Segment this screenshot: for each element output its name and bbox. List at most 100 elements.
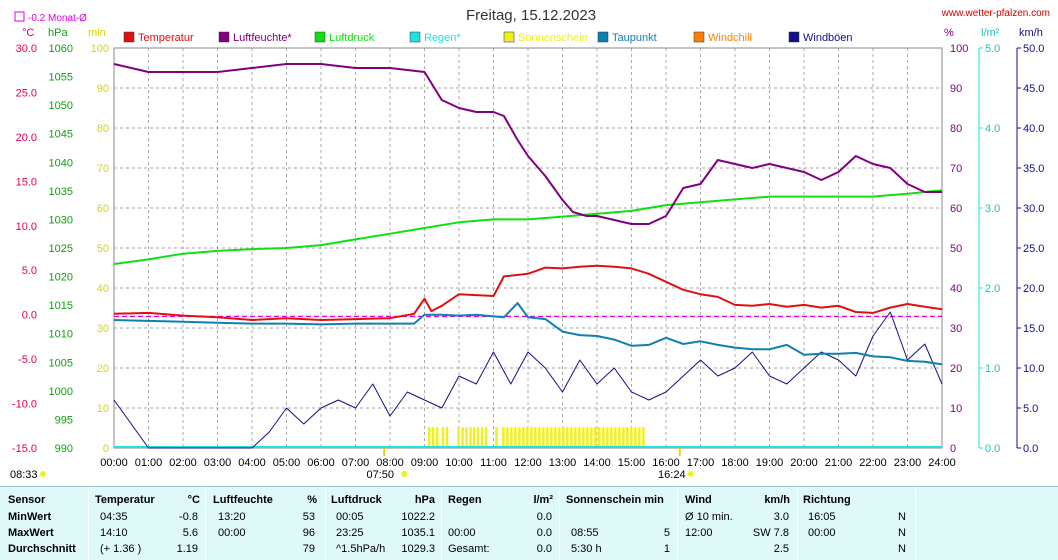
dir-val: N [898, 511, 906, 523]
hum-time: 00:00 [218, 527, 246, 539]
humidity-tick: 30 [950, 323, 962, 335]
header-hum: Luftfeuchte [213, 494, 273, 506]
source-link[interactable]: www.wetter-pfalzen.com [941, 8, 1050, 19]
hum-time: 13:20 [218, 511, 246, 523]
pressure-tick: 1005 [49, 357, 73, 369]
press-time: 00:05 [336, 511, 364, 523]
sunshine-bar [574, 427, 577, 447]
sunshine-bar [530, 427, 533, 447]
dir-time: 00:00 [808, 527, 836, 539]
sun-val: 5 [663, 527, 670, 539]
pressure-tick: 1020 [49, 272, 73, 284]
x-tick: 00:00 [100, 457, 128, 469]
sunshine-bar [578, 427, 581, 447]
temp-val: -0.8 [179, 511, 198, 523]
wind-tick: 10.0 [1023, 363, 1044, 375]
dir-time: 16:05 [808, 511, 836, 523]
sunshine-bar [602, 427, 605, 447]
sunshine-bar [570, 427, 573, 447]
header-temp: Temperatur [95, 494, 155, 506]
table-column-divider [325, 487, 326, 560]
sunshine-bar [582, 427, 585, 447]
sunshine-bar [590, 427, 593, 447]
sunshine-bar [586, 427, 589, 447]
humidity-tick: 80 [950, 123, 962, 135]
temp-tick: 25.0 [16, 87, 37, 99]
wind-tick: 40.0 [1023, 123, 1044, 135]
rain-tick: 3.0 [985, 203, 1000, 215]
x-tick: 03:00 [204, 457, 232, 469]
press-time: ^1.5hPa/h [336, 543, 386, 555]
sun-tick: 20 [97, 363, 109, 375]
press-time: 23:25 [336, 527, 364, 539]
row-label: MaxWert [8, 527, 54, 539]
temp-tick: 5.0 [22, 265, 37, 277]
sunshine-bar [472, 427, 476, 447]
rain-val: 0.0 [536, 527, 552, 539]
wind-tick: 50.0 [1023, 43, 1044, 55]
x-tick: 20:00 [790, 457, 818, 469]
rain-unit: l/m² [981, 27, 1000, 39]
temp-time: 14:10 [100, 527, 128, 539]
pressure-tick: 990 [55, 443, 73, 455]
wind-unit: km/h [1019, 27, 1043, 39]
wind-val: 3.0 [773, 511, 789, 523]
legend-swatch [597, 31, 609, 43]
legend-swatch [693, 31, 705, 43]
sunshine-bar [614, 427, 617, 447]
sunshine-bar [606, 427, 609, 447]
sunshine-bar [634, 427, 637, 447]
sunshine-bar [534, 427, 537, 447]
x-tick: 04:00 [238, 457, 266, 469]
sunrise-icon [401, 471, 408, 477]
sunshine-bar [598, 427, 601, 447]
table-column-divider [797, 487, 798, 560]
humidity-tick: 70 [950, 163, 962, 175]
wind-tick: 25.0 [1023, 243, 1044, 255]
x-tick: 11:00 [480, 457, 507, 469]
x-tick: 12:00 [514, 457, 542, 469]
sunshine-bar [538, 427, 541, 447]
humidity-tick: 10 [950, 403, 962, 415]
wind-tick: 5.0 [1023, 403, 1038, 415]
x-tick: 09:00 [411, 457, 439, 469]
sun-tick: 0 [103, 443, 109, 455]
x-tick: 06:00 [307, 457, 335, 469]
sun-tick: 40 [97, 283, 109, 295]
temp-tick: 15.0 [16, 176, 37, 188]
wind-tick: 20.0 [1023, 283, 1044, 295]
legend-swatch [409, 31, 421, 43]
temp-val: 5.6 [182, 527, 198, 539]
sun-tick: 50 [97, 243, 109, 255]
sunshine-bar [480, 427, 484, 447]
legend-label: Luftfeuchte* [233, 32, 292, 44]
sunshine-bar [427, 427, 431, 447]
hum-val: 79 [302, 543, 315, 555]
summary-table: Sensor Temperatur °C Luftfeuchte% Luftdruck h… [0, 486, 1058, 560]
legend-label: Regen* [424, 32, 461, 44]
month-mean-marker-icon [14, 11, 25, 22]
header-rain: Regen [448, 494, 482, 506]
temp-tick: 10.0 [16, 221, 37, 233]
header-press: Luftdruck [331, 494, 382, 506]
temp-tick: 20.0 [16, 132, 37, 144]
humidity-tick: 50 [950, 243, 962, 255]
temp-val: 1.19 [176, 543, 198, 555]
x-tick: 24:00 [928, 457, 956, 469]
x-tick: 22:00 [859, 457, 887, 469]
rain-val: 0.0 [536, 511, 552, 523]
sunshine-bar [476, 427, 480, 447]
humidity-tick: 40 [950, 283, 962, 295]
sunshine-bar [554, 427, 557, 447]
legend-swatch [123, 31, 135, 43]
sunshine-bar [546, 427, 549, 447]
series-line-luftdruck [113, 189, 943, 265]
wind-tick: 0.0 [1023, 443, 1038, 455]
sunshine-bar [566, 427, 569, 447]
pressure-tick: 1035 [49, 186, 73, 198]
wind-val: SW 7.8 [752, 527, 789, 539]
sunset-label: 16:24 [658, 469, 686, 481]
hum-val: 53 [302, 511, 315, 523]
legend-label: Sonnenschein [518, 32, 588, 44]
x-tick: 05:00 [273, 457, 301, 469]
